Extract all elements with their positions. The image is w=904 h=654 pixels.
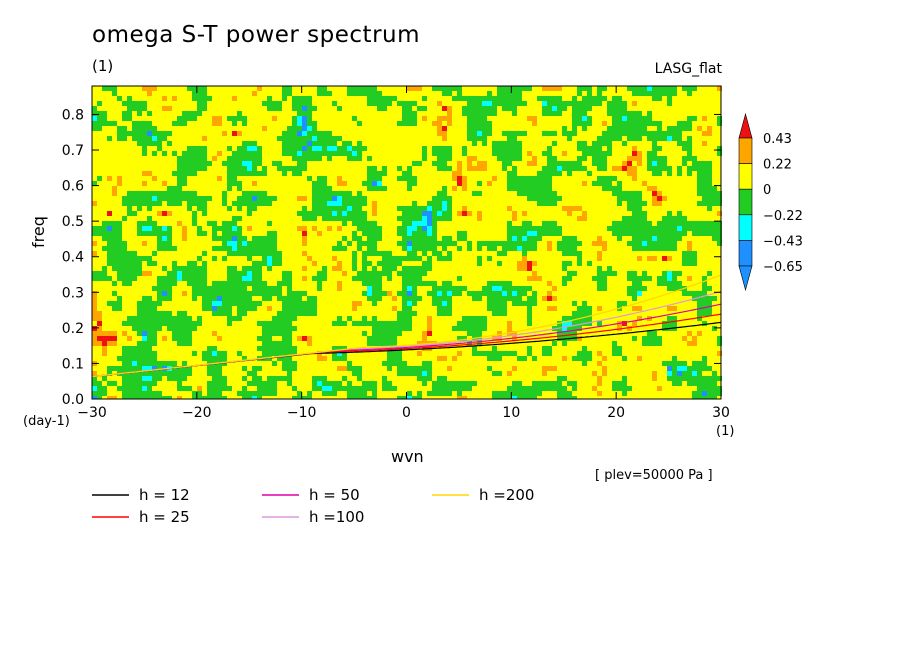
chart-units: (1): [92, 57, 114, 75]
chart-title: omega S-T power spectrum: [92, 22, 421, 48]
pressure-level-note: [ plev=50000 Pa ]: [595, 468, 713, 483]
y-tick-label: 0.7: [62, 143, 84, 159]
colorbar-label: 0.22: [763, 158, 792, 173]
x-axis-unit: (1): [716, 424, 735, 439]
curve-h-200: [92, 274, 721, 378]
colorbar-box: [738, 137, 753, 164]
legend-label: h = 50: [309, 486, 360, 504]
legend-label: h = 25: [139, 508, 190, 526]
x-tick-label: −30: [77, 405, 107, 421]
colorbar-arrow-top: [738, 112, 753, 139]
colorbar-arrow-bottom: [738, 265, 753, 292]
colorbar-label: 0.43: [763, 132, 792, 147]
x-axis-label: wvn: [391, 447, 424, 466]
y-tick-label: 0.5: [62, 214, 84, 230]
x-tick-label: 20: [607, 405, 625, 421]
legend: h = 12 h = 25 h = 50 h =100 h =200: [92, 486, 534, 526]
y-tick-label: 0.8: [62, 107, 84, 123]
x-tick-label: 30: [712, 405, 730, 421]
x-tick-label: 10: [502, 405, 520, 421]
y-axis-unit: (day-1): [23, 414, 70, 429]
colorbar-label: −0.65: [763, 260, 803, 275]
y-tick-label: 0.3: [62, 285, 84, 301]
x-tick-label: 0: [402, 405, 411, 421]
dispersion-curves: [92, 274, 721, 378]
y-tick-label: 0.0: [62, 392, 84, 408]
colorbar-label: −0.43: [763, 234, 803, 249]
legend-label: h =100: [309, 508, 364, 526]
legend-label: h = 12: [139, 486, 190, 504]
spectrum-field: [92, 86, 722, 399]
colorbar: 0.43 0.22 0 −0.22 −0.43 −0.65: [738, 112, 803, 292]
colorbar-box: [738, 240, 753, 267]
y-tick-label: 0.2: [62, 321, 84, 337]
y-tick-label: 0.6: [62, 179, 84, 195]
model-name: LASG_flat: [654, 61, 722, 77]
colorbar-label: 0: [763, 183, 771, 198]
axes: 0.0 0.1 0.2 0.3 0.4 0.5 0.6 0.7 0.8 −30 −20 −10 0 10 2…: [62, 86, 730, 421]
colorbar-label: −0.22: [763, 209, 803, 224]
y-tick-label: 0.1: [62, 356, 84, 372]
colorbar-box: [738, 188, 753, 216]
x-tick-label: −20: [182, 405, 212, 421]
y-tick-label: 0.4: [62, 250, 84, 266]
x-tick-label: −10: [287, 405, 317, 421]
legend-label: h =200: [479, 486, 534, 504]
colorbar-box: [738, 214, 753, 241]
colorbar-box: [738, 163, 753, 190]
